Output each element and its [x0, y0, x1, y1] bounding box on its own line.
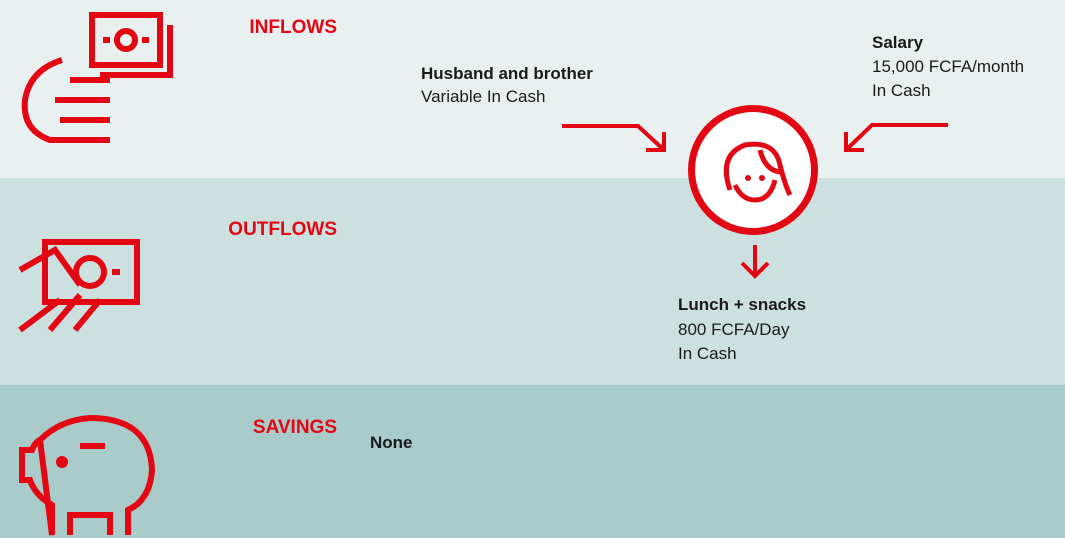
item-title: Husband and brother	[421, 64, 593, 83]
section-label: INFLOWS	[249, 17, 337, 38]
person-disc	[695, 112, 811, 228]
item-line: 15,000 FCFA/month	[872, 57, 1024, 76]
item-line: In Cash	[678, 344, 737, 363]
eye	[745, 175, 751, 181]
savings-icon	[19, 414, 156, 536]
item-line: In Cash	[872, 81, 931, 100]
section-label: SAVINGS	[253, 417, 337, 438]
pig-eye	[56, 456, 68, 468]
savings-band	[0, 385, 1065, 538]
inflows-band	[0, 0, 1065, 178]
eye	[759, 175, 765, 181]
item-title: None	[370, 433, 413, 452]
item-title: Salary	[872, 33, 924, 52]
section-label: OUTFLOWS	[228, 219, 337, 240]
item-line: 800 FCFA/Day	[678, 320, 790, 339]
item-title: Lunch + snacks	[678, 295, 806, 314]
outflows-band	[0, 178, 1065, 385]
arrows	[562, 123, 948, 279]
outflow-icon	[18, 239, 140, 333]
person-icon	[723, 141, 793, 203]
inflow-icon	[21, 12, 173, 143]
item-line: Variable In Cash	[421, 87, 545, 106]
